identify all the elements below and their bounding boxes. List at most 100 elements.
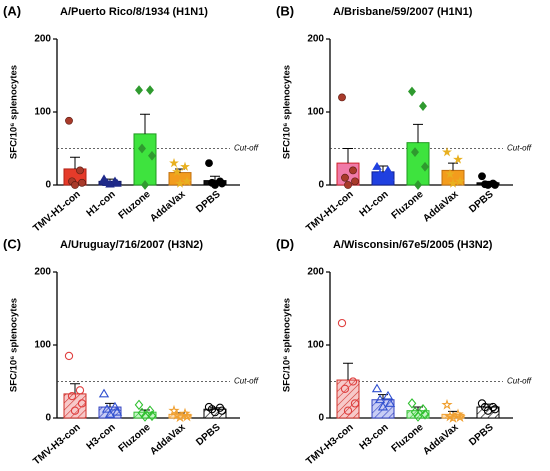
data-point: [351, 177, 359, 186]
data-point: [112, 178, 122, 187]
data-point: [148, 150, 156, 161]
x-tick-label: H1-con: [85, 189, 118, 219]
error-bar: [210, 175, 220, 181]
data-point: [175, 178, 185, 188]
data-point: [340, 384, 350, 393]
x-tick-label: AddaVax: [421, 189, 461, 225]
data-point: [169, 157, 179, 168]
data-point: [348, 377, 358, 386]
x-tick-label: TMV-H3-con: [31, 422, 82, 468]
data-point: [453, 154, 463, 164]
bar: [336, 379, 360, 419]
data-point: [441, 398, 453, 410]
data-point: [374, 394, 386, 404]
y-tick-label: 200: [34, 34, 51, 45]
cutoff-label: Cut-off: [234, 377, 259, 386]
data-point: [67, 391, 77, 401]
data-point: [341, 173, 349, 182]
chart-title: A/Brisbane/59/2007 (H1N1): [333, 6, 473, 18]
error-bar: [413, 123, 423, 143]
data-point: [109, 401, 121, 411]
data-point: [182, 176, 192, 186]
data-point: [407, 398, 417, 409]
data-point: [385, 172, 395, 181]
data-point: [421, 161, 429, 172]
data-point: [205, 159, 213, 167]
data-point: [174, 411, 186, 423]
data-point: [349, 166, 357, 175]
data-point: [448, 178, 458, 188]
data-point: [445, 168, 455, 179]
data-point: [383, 165, 393, 174]
data-point: [414, 180, 422, 190]
data-point: [483, 406, 493, 415]
data-point: [413, 411, 423, 422]
x-tick-label: AddaVax: [148, 189, 188, 225]
data-point: [141, 180, 149, 190]
data-point: [181, 410, 193, 422]
y-axis-label: SFC/10⁶ splenocytes: [282, 65, 293, 159]
panel-label: (A): [3, 3, 21, 18]
data-point: [172, 166, 182, 177]
chart-title: A/Puerto Rico/8/1934 (H1N1): [60, 6, 208, 18]
data-point: [350, 399, 360, 408]
y-tick-label: 100: [307, 107, 324, 118]
x-tick-label: DPBS: [194, 422, 223, 448]
data-point: [442, 146, 452, 157]
y-tick-label: 100: [34, 340, 51, 351]
data-point: [146, 85, 154, 95]
cutoff-label: Cut-off: [507, 377, 532, 386]
x-tick-label: H3-con: [358, 422, 391, 452]
data-point: [70, 406, 80, 415]
error-bar: [378, 165, 388, 172]
data-point: [147, 410, 157, 422]
data-point: [455, 176, 465, 186]
y-axis-label: SFC/10⁶ splenocytes: [9, 298, 20, 392]
data-point: [180, 161, 190, 171]
x-tick-label: TMV-H1-con: [304, 189, 355, 235]
data-point: [372, 161, 382, 170]
data-point: [78, 178, 86, 187]
data-point: [138, 143, 146, 154]
x-tick-label: AddaVax: [148, 422, 188, 458]
y-tick-label: 200: [307, 267, 324, 278]
x-tick-label: DPBS: [194, 189, 223, 215]
data-point: [491, 181, 499, 189]
data-point: [378, 176, 388, 185]
error-bar: [140, 113, 150, 134]
data-point: [77, 399, 87, 408]
error-bar: [448, 162, 458, 171]
y-tick-label: 0: [318, 413, 324, 424]
data-point: [384, 398, 396, 407]
y-tick-label: 200: [307, 34, 324, 45]
y-tick-label: 0: [45, 413, 51, 424]
data-point: [377, 401, 389, 411]
x-tick-label: TMV-H1-con: [31, 189, 82, 235]
y-tick-label: 0: [318, 180, 324, 191]
data-point: [454, 411, 466, 423]
error-bar: [70, 156, 80, 169]
data-point: [447, 412, 459, 423]
data-point: [65, 116, 73, 125]
cutoff-label: Cut-off: [234, 144, 259, 153]
y-tick-label: 100: [34, 107, 51, 118]
data-point: [104, 409, 116, 418]
data-point: [408, 86, 416, 97]
data-point: [71, 181, 79, 189]
y-tick-label: 200: [34, 267, 51, 278]
data-point: [484, 181, 492, 189]
data-point: [343, 406, 353, 415]
error-bar: [70, 383, 80, 394]
x-tick-label: H1-con: [358, 189, 391, 219]
data-point: [75, 386, 85, 395]
error-bar: [343, 148, 353, 164]
y-tick-label: 0: [45, 180, 51, 191]
data-point: [218, 179, 226, 188]
data-point: [338, 93, 346, 102]
data-point: [101, 403, 113, 413]
y-axis-label: SFC/10⁶ splenocytes: [282, 298, 293, 392]
data-point: [211, 181, 219, 189]
data-point: [140, 411, 150, 422]
data-point: [145, 405, 155, 416]
